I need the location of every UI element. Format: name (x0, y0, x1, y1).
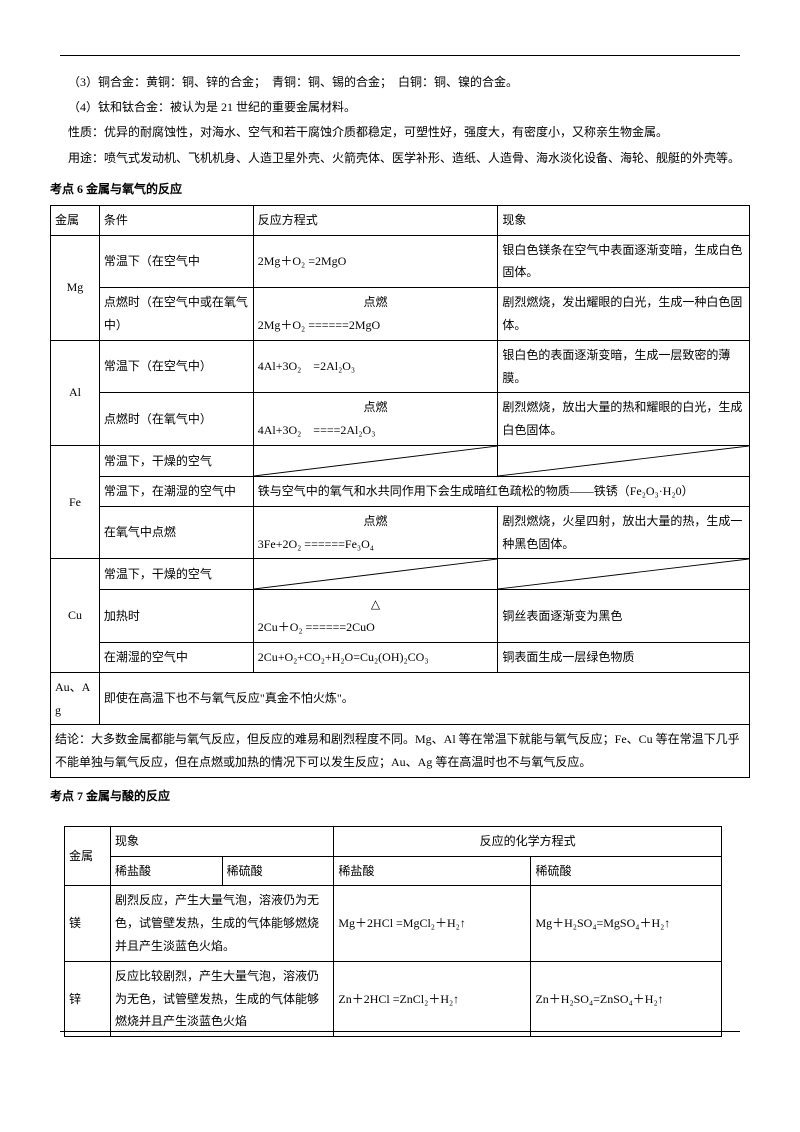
th-eq: 反应的化学方程式 (334, 826, 722, 856)
table-row: Au、Ag 即使在高温下也不与氧气反应"真金不怕火炼"。 (51, 672, 750, 725)
cell-ph: 剧烈反应，产生大量气泡，溶液仍为无色，试管壁发热，生成的气体能够燃烧并且产生淡蓝… (110, 886, 333, 961)
cell-ph: 剧烈燃烧，发出耀眼的白光，生成一种白色固体。 (498, 288, 750, 341)
eq-top: △ (258, 593, 494, 616)
cell-eq1: Mg＋2HCl =MgCl₂＋H₂↑ (334, 886, 531, 961)
cell-cond: 在潮湿的空气中 (99, 642, 253, 672)
cell-ph: 铜丝表面逐渐变为黑色 (498, 590, 750, 643)
cell-eq2: Mg＋H₂SO₄=MgSO₄＋H₂↑ (531, 886, 722, 961)
cell-eq1: Zn＋2HCl =ZnCl₂＋H₂↑ (334, 961, 531, 1036)
section6-title: 考点 6 金属与氧气的反应 (50, 177, 750, 201)
cell-desc: 即使在高温下也不与氧气反应"真金不怕火炼"。 (99, 672, 749, 725)
cell-eq: 点燃 3Fe+2O₂ ======Fe₃O₄ (253, 506, 498, 559)
eq-main: 2Cu＋O₂ ======2CuO (258, 616, 494, 639)
gap (50, 812, 750, 826)
table-row: Mg 常温下（在空气中 2Mg＋O₂ =2MgO 银白色镁条在空气中表面逐渐变暗… (51, 235, 750, 288)
intro-p3: 性质：优异的耐腐蚀性，对海水、空气和若干腐蚀介质都稳定，可塑性好，强度大，有密度… (50, 120, 750, 145)
cell-eq: 点燃 2Mg＋O₂ ======2MgO (253, 288, 498, 341)
top-rule (60, 55, 740, 56)
eq-top: 点燃 (258, 396, 494, 419)
eq-main: 4Al+3O₂ ====2Al₂O₃ (258, 419, 494, 442)
table-row: 稀盐酸 稀硫酸 稀盐酸 稀硫酸 (65, 856, 722, 886)
th-h2so4: 稀硫酸 (222, 856, 334, 886)
cell-metal: Au、Ag (51, 672, 100, 725)
table-row: 点燃时（在氧气中） 点燃 4Al+3O₂ ====2Al₂O₃ 剧烈燃烧，放出大… (51, 393, 750, 446)
th-metal: 金属 (65, 826, 111, 886)
table-row: 结论：大多数金属都能与氧气反应，但反应的难易和剧烈程度不同。Mg、Al 等在常温… (51, 725, 750, 778)
cell-cond: 点燃时（在氧气中） (99, 393, 253, 446)
cell-ph: 银白色镁条在空气中表面逐渐变暗，生成白色固体。 (498, 235, 750, 288)
cell-eq2: Zn＋H₂SO₄=ZnSO₄＋H₂↑ (531, 961, 722, 1036)
table-row: 金属 现象 反应的化学方程式 (65, 826, 722, 856)
table-row: 金属 条件 反应方程式 现象 (51, 205, 750, 235)
cell-ph: 剧烈燃烧，火星四射，放出大量的热，生成一种黑色固体。 (498, 506, 750, 559)
cell-cond: 常温下，干燥的空气 (99, 445, 253, 476)
cell-desc: 铁与空气中的氧气和水共同作用下会生成暗红色疏松的物质——铁锈（Fe₂O₃·H₂0… (253, 476, 749, 506)
table-metal-oxygen: 金属 条件 反应方程式 现象 Mg 常温下（在空气中 2Mg＋O₂ =2MgO … (50, 205, 750, 778)
cell-diag (253, 445, 498, 476)
cell-metal: Fe (51, 445, 100, 558)
intro-p2: （4）钛和钛合金：被认为是 21 世纪的重要金属材料。 (50, 95, 750, 120)
th-ph: 现象 (110, 826, 333, 856)
table-row: 锌 反应比较剧烈，产生大量气泡，溶液仍为无色，试管壁发热，生成的气体能够燃烧并且… (65, 961, 722, 1036)
cell-metal: Mg (51, 235, 100, 340)
eq-main: 3Fe+2O₂ ======Fe₃O₄ (258, 533, 494, 556)
th-h2so4-eq: 稀硫酸 (531, 856, 722, 886)
cell-cond: 常温下，在潮湿的空气中 (99, 476, 253, 506)
cell-ph: 剧烈燃烧，放出大量的热和耀眼的白光，生成白色固体。 (498, 393, 750, 446)
cell-eq: △ 2Cu＋O₂ ======2CuO (253, 590, 498, 643)
cell-metal: Cu (51, 559, 100, 672)
cell-metal: 镁 (65, 886, 111, 961)
cell-ph: 铜表面生成一层绿色物质 (498, 642, 750, 672)
intro-p1: （3）铜合金：黄铜：铜、锌的合金； 青铜：铜、锡的合金； 白铜：铜、镍的合金。 (50, 70, 750, 95)
cell-eq: 4Al+3O₂ =2Al₂O₃ (253, 340, 498, 393)
table-row: 加热时 △ 2Cu＋O₂ ======2CuO 铜丝表面逐渐变为黑色 (51, 590, 750, 643)
table-metal-acid: 金属 现象 反应的化学方程式 稀盐酸 稀硫酸 稀盐酸 稀硫酸 镁 剧烈反应，产生… (64, 826, 722, 1037)
th-cond: 条件 (99, 205, 253, 235)
table-row: 在潮湿的空气中 2Cu+O₂+CO₂+H₂O=Cu₂(OH)₂CO₃ 铜表面生成… (51, 642, 750, 672)
section7-title: 考点 7 金属与酸的反应 (50, 784, 750, 808)
th-metal: 金属 (51, 205, 100, 235)
table-row: 在氧气中点燃 点燃 3Fe+2O₂ ======Fe₃O₄ 剧烈燃烧，火星四射，… (51, 506, 750, 559)
table-row: Cu 常温下，干燥的空气 (51, 559, 750, 590)
th-hcl: 稀盐酸 (110, 856, 222, 886)
cell-cond: 常温下，干燥的空气 (99, 559, 253, 590)
table-row: Al 常温下（在空气中） 4Al+3O₂ =2Al₂O₃ 银白色的表面逐渐变暗，… (51, 340, 750, 393)
eq-top: 点燃 (258, 291, 494, 314)
cell-cond: 常温下（在空气中） (99, 340, 253, 393)
table-row: Fe 常温下，干燥的空气 (51, 445, 750, 476)
cell-metal: Al (51, 340, 100, 445)
th-hcl-eq: 稀盐酸 (334, 856, 531, 886)
cell-conclusion: 结论：大多数金属都能与氧气反应，但反应的难易和剧烈程度不同。Mg、Al 等在常温… (51, 725, 750, 778)
cell-eq: 2Cu+O₂+CO₂+H₂O=Cu₂(OH)₂CO₃ (253, 642, 498, 672)
table-row: 常温下，在潮湿的空气中 铁与空气中的氧气和水共同作用下会生成暗红色疏松的物质——… (51, 476, 750, 506)
cell-eq: 2Mg＋O₂ =2MgO (253, 235, 498, 288)
cell-diag (498, 445, 750, 476)
th-eq: 反应方程式 (253, 205, 498, 235)
cell-cond: 常温下（在空气中 (99, 235, 253, 288)
cell-ph: 反应比较剧烈，产生大量气泡，溶液仍为无色，试管壁发热，生成的气体能够燃烧并且产生… (110, 961, 333, 1036)
intro-p4: 用途：喷气式发动机、飞机机身、人造卫星外壳、火箭壳体、医学补形、造纸、人造骨、海… (50, 146, 750, 171)
cell-diag (498, 559, 750, 590)
cell-cond: 在氧气中点燃 (99, 506, 253, 559)
page: （3）铜合金：黄铜：铜、锌的合金； 青铜：铜、锡的合金； 白铜：铜、镍的合金。 … (0, 0, 800, 1077)
table-row: 镁 剧烈反应，产生大量气泡，溶液仍为无色，试管壁发热，生成的气体能够燃烧并且产生… (65, 886, 722, 961)
cell-cond: 点燃时（在空气中或在氧气中） (99, 288, 253, 341)
th-ph: 现象 (498, 205, 750, 235)
cell-eq: 点燃 4Al+3O₂ ====2Al₂O₃ (253, 393, 498, 446)
bottom-rule (60, 1031, 740, 1032)
cell-cond: 加热时 (99, 590, 253, 643)
eq-top: 点燃 (258, 510, 494, 533)
cell-diag (253, 559, 498, 590)
eq-main: 2Mg＋O₂ ======2MgO (258, 314, 494, 337)
cell-ph: 银白色的表面逐渐变暗，生成一层致密的薄膜。 (498, 340, 750, 393)
table-row: 点燃时（在空气中或在氧气中） 点燃 2Mg＋O₂ ======2MgO 剧烈燃烧… (51, 288, 750, 341)
cell-metal: 锌 (65, 961, 111, 1036)
